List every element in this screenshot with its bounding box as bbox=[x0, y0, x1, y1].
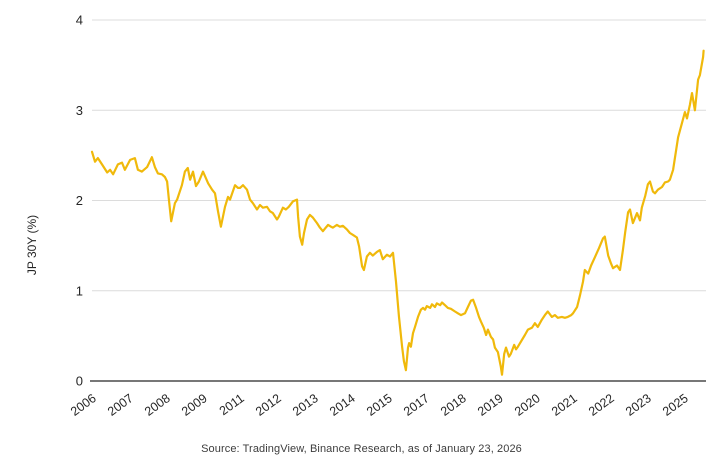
x-tick-label-2022: 2022 bbox=[586, 391, 617, 419]
x-tick-label-2019: 2019 bbox=[475, 391, 506, 419]
x-tick-label-2021: 2021 bbox=[549, 391, 580, 419]
x-tick-label-2013: 2013 bbox=[290, 391, 321, 419]
source-caption: Source: TradingView, Binance Research, a… bbox=[201, 443, 522, 455]
y-axis-title: JP 30Y (%) bbox=[25, 215, 39, 275]
y-tick-label-1: 1 bbox=[76, 283, 83, 298]
x-tick-label-2008: 2008 bbox=[142, 391, 173, 419]
x-tick-label-2020: 2020 bbox=[512, 391, 543, 419]
y-tick-label-0: 0 bbox=[76, 374, 83, 389]
x-tick-label-2017: 2017 bbox=[401, 391, 432, 419]
x-tick-label-2025: 2025 bbox=[660, 391, 691, 419]
y-tick-label-3: 3 bbox=[76, 103, 83, 118]
x-tick-label-2007: 2007 bbox=[105, 391, 136, 419]
x-tick-label-2006: 2006 bbox=[68, 391, 99, 419]
y-tick-label-2: 2 bbox=[76, 193, 83, 208]
x-tick-label-2011: 2011 bbox=[217, 391, 247, 418]
x-tick-label-2015: 2015 bbox=[364, 391, 395, 419]
x-tick-label-2018: 2018 bbox=[438, 391, 469, 419]
x-tick-label-2009: 2009 bbox=[179, 391, 210, 419]
jp-30y-series-line bbox=[90, 49, 705, 376]
x-tick-label-2014: 2014 bbox=[327, 391, 358, 419]
y-tick-label-4: 4 bbox=[76, 13, 83, 28]
x-tick-label-2023: 2023 bbox=[623, 391, 654, 419]
x-tick-label-2012: 2012 bbox=[253, 391, 284, 419]
